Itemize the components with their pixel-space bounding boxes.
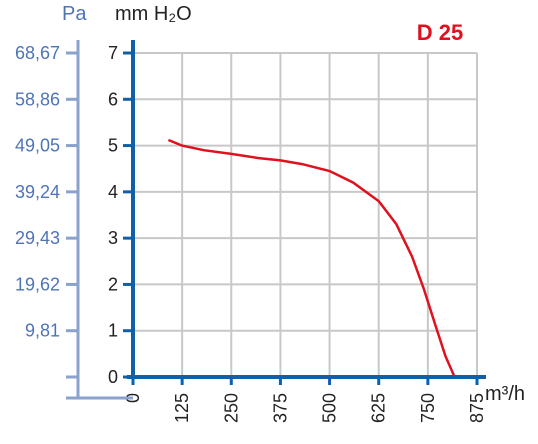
secondary-y-tick-label: 68,67 bbox=[15, 43, 60, 63]
x-tick-label: 375 bbox=[270, 393, 290, 423]
y-tick-label: 5 bbox=[108, 136, 118, 156]
y-tick-label: 6 bbox=[108, 89, 118, 109]
y-tick-label: 2 bbox=[108, 274, 118, 294]
y-tick-label: 0 bbox=[108, 367, 118, 387]
x-tick-label: 750 bbox=[418, 393, 438, 423]
secondary-y-tick-label: 58,86 bbox=[15, 89, 60, 109]
x-tick-label: 500 bbox=[320, 393, 340, 423]
grid bbox=[133, 52, 478, 377]
chart-title: D 25 bbox=[417, 20, 463, 45]
secondary-y-tick-label: 39,24 bbox=[15, 182, 60, 202]
secondary-y-tick-label: 29,43 bbox=[15, 228, 60, 248]
curve-layer bbox=[167, 138, 456, 378]
y-tick-label: 3 bbox=[108, 228, 118, 248]
x-tick-label: 875 bbox=[467, 393, 487, 423]
axes: 0123456701252503755006257508759,8119,622… bbox=[15, 40, 487, 423]
y-tick-label: 4 bbox=[108, 182, 118, 202]
y-tick-label: 7 bbox=[108, 43, 118, 63]
x-tick-label: 125 bbox=[172, 393, 192, 423]
secondary-y-tick-label: 49,05 bbox=[15, 136, 60, 156]
primary-y-unit: mm H₂O bbox=[115, 3, 192, 25]
x-axis-unit: m³/h bbox=[485, 383, 525, 405]
x-tick-label: 625 bbox=[369, 393, 389, 423]
secondary-y-tick-label: 9,81 bbox=[25, 321, 60, 341]
secondary-y-unit: Pa bbox=[62, 3, 87, 25]
y-tick-label: 1 bbox=[108, 321, 118, 341]
x-tick-label: 250 bbox=[221, 393, 241, 423]
performance-curve bbox=[167, 138, 456, 378]
secondary-y-tick-label: 19,62 bbox=[15, 274, 60, 294]
